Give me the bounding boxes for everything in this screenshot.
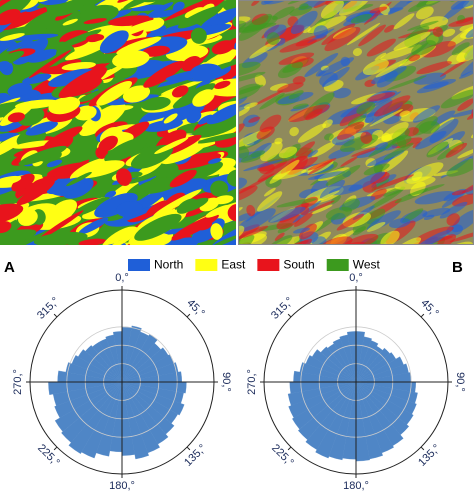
legend-label: East (221, 258, 246, 272)
theta-tick (421, 447, 424, 450)
panel-label: A (4, 259, 15, 276)
theta-tick-label: 180,° (343, 480, 369, 492)
polar-chart: A0,°45,°90,°135,°180,°225,°270,°315,° (4, 259, 232, 492)
theta-tick (187, 314, 190, 317)
theta-tick-label: 270,° (246, 369, 258, 395)
theta-tick (288, 314, 291, 317)
theta-tick (421, 314, 424, 317)
theta-tick-label: 0,° (349, 272, 363, 284)
theta-tick (54, 314, 57, 317)
terrain-patch (55, 244, 79, 261)
theta-tick-label: 90,° (454, 372, 466, 392)
terrain-patch (405, 242, 435, 263)
legend-swatch (327, 259, 349, 271)
theta-tick-label: 0,° (115, 272, 129, 284)
aspect-map (0, 0, 261, 266)
terrain-patch (277, 245, 292, 258)
legend-label: West (353, 258, 381, 272)
panel-label: B (452, 259, 463, 276)
theta-tick (54, 447, 57, 450)
theta-tick (288, 447, 291, 450)
polar-chart: B0,°45,°90,°135,°180,°225,°270,°315,° (246, 259, 466, 492)
legend-swatch (257, 259, 279, 271)
legend-label: North (154, 258, 183, 272)
legend-swatch (195, 259, 217, 271)
shaded-map (215, 0, 474, 266)
theta-tick-label: 90,° (220, 372, 232, 392)
theta-tick (187, 447, 190, 450)
legend-swatch (128, 259, 150, 271)
theta-tick-label: 180,° (109, 480, 135, 492)
legend-label: South (283, 258, 314, 272)
theta-tick-label: 270,° (12, 369, 24, 395)
